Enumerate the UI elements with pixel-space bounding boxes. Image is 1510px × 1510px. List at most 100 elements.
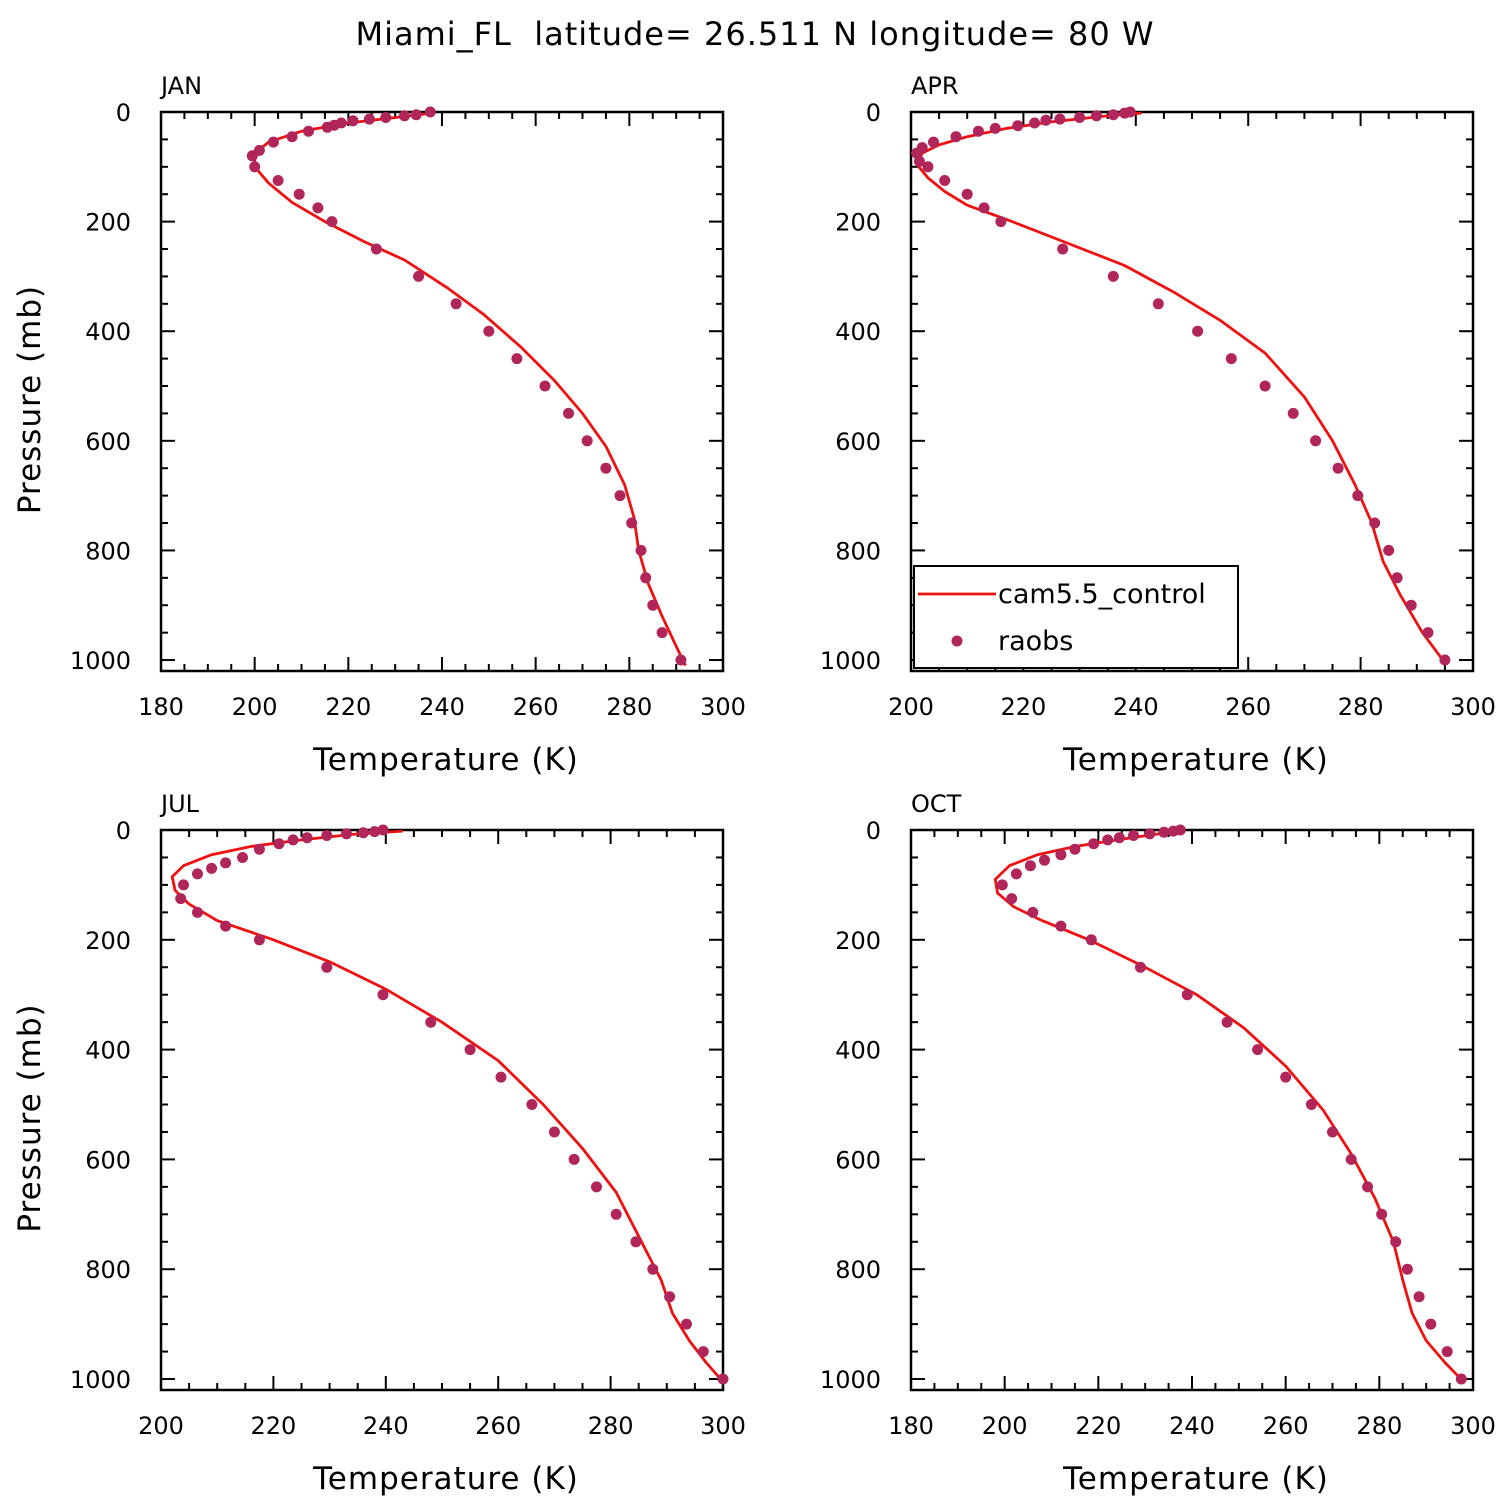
obs-point <box>995 216 1007 228</box>
obs-point <box>600 462 612 474</box>
obs-point <box>1352 490 1364 502</box>
obs-point <box>1091 110 1102 122</box>
obs-point <box>1422 627 1434 639</box>
plot-frame <box>909 828 1475 1392</box>
y-tick-label: 1000 <box>820 647 881 675</box>
x-tick-label: 200 <box>138 1412 184 1440</box>
obs-point <box>1181 989 1193 1001</box>
obs-point <box>399 110 410 122</box>
x-tick-label: 280 <box>1356 1412 1402 1440</box>
y-tick-label: 0 <box>116 99 131 127</box>
obs-point <box>321 830 333 841</box>
obs-point <box>380 112 392 123</box>
x-tick-label: 240 <box>1169 1412 1215 1440</box>
obs-point <box>301 832 313 844</box>
y-tick-label: 0 <box>866 99 881 127</box>
obs-point <box>1405 599 1417 611</box>
obs-point <box>192 906 203 918</box>
legend-marker-swatch <box>951 635 963 647</box>
x-tick-label: 300 <box>700 1412 746 1440</box>
x-axis-title: Temperature (K) <box>312 1461 579 1497</box>
obs-point <box>1012 120 1024 132</box>
y-tick-label: 200 <box>85 927 131 955</box>
x-tick-label: 260 <box>1225 693 1271 721</box>
x-tick-label: 200 <box>982 1412 1028 1440</box>
obs-point <box>1069 843 1081 855</box>
obs-point <box>610 1208 622 1220</box>
y-tick-label: 400 <box>835 1037 881 1065</box>
obs-point <box>249 161 261 173</box>
legend-label-obs: raobs <box>998 626 1073 657</box>
obs-point <box>246 150 258 162</box>
obs-point <box>287 834 299 846</box>
y-tick-label: 0 <box>866 817 881 845</box>
obs-point <box>450 298 462 310</box>
chart-title: Miami_FL latitude= 26.511 N longitude= 8… <box>355 15 1154 53</box>
obs-point <box>312 202 324 214</box>
obs-point <box>1345 1153 1357 1165</box>
obs-point <box>1055 849 1067 861</box>
y-tick-label: 800 <box>85 537 131 565</box>
obs-point <box>267 136 279 148</box>
obs-point <box>717 1373 729 1385</box>
y-tick-label: 0 <box>116 817 131 845</box>
y-tick-label: 200 <box>835 927 881 955</box>
plot-frame <box>159 110 725 673</box>
obs-point <box>1425 1318 1437 1330</box>
obs-point <box>640 572 652 584</box>
x-tick-label: 240 <box>419 693 465 721</box>
obs-point <box>253 934 265 946</box>
y-tick-label: 1000 <box>70 647 131 675</box>
obs-point <box>961 188 973 200</box>
obs-point <box>369 826 381 838</box>
obs-point <box>1055 920 1067 932</box>
obs-point <box>1327 1126 1338 1138</box>
x-tick-label: 280 <box>606 693 652 721</box>
y-axis-title: Pressure (mb) <box>12 285 48 514</box>
obs-point <box>1376 1208 1388 1220</box>
obs-point <box>178 879 189 891</box>
obs-point <box>1135 961 1146 973</box>
panel-label: APR <box>911 72 959 100</box>
obs-point <box>1383 544 1395 556</box>
obs-point <box>1088 838 1100 850</box>
x-tick-label: 260 <box>1263 1412 1309 1440</box>
y-tick-label: 600 <box>835 428 881 456</box>
y-axis-title: Pressure (mb) <box>12 1003 48 1232</box>
x-tick-label: 200 <box>888 693 934 721</box>
obs-point <box>425 1016 437 1028</box>
obs-point <box>1369 517 1381 529</box>
x-tick-label: 220 <box>250 1412 296 1440</box>
obs-point <box>286 131 298 143</box>
y-tick-label: 200 <box>85 209 131 237</box>
obs-point <box>272 175 284 186</box>
panels: JAN 180 200 220 240 260 280 300 0 200 400 600 800 100… <box>12 72 1496 1497</box>
obs-point <box>377 824 389 836</box>
obs-point <box>273 838 285 850</box>
obs-point <box>1119 107 1131 119</box>
obs-point <box>1057 243 1069 255</box>
obs-point <box>1192 325 1204 337</box>
obs-point <box>413 270 425 282</box>
y-tick-label: 200 <box>835 209 881 237</box>
obs-point <box>321 961 333 973</box>
obs-point <box>1107 109 1119 121</box>
obs-point <box>539 380 551 392</box>
obs-point <box>410 109 422 121</box>
obs-point <box>220 920 232 932</box>
obs-point <box>614 490 626 502</box>
obs-point <box>293 188 305 200</box>
obs-point <box>303 125 314 137</box>
obs-point <box>377 989 389 1001</box>
legend-box <box>913 565 1239 669</box>
obs-point <box>1362 1181 1374 1193</box>
panel-jan: JAN 180 200 220 240 260 280 300 0 200 400 600 800 100… <box>12 72 746 778</box>
y-tick-label: 400 <box>85 318 131 346</box>
panel-apr: APR 200 220 240 260 280 300 0 200 400 600 800 1000 Te… <box>820 72 1496 778</box>
obs-point <box>922 161 934 173</box>
obs-point <box>370 243 382 255</box>
panel-label: JUL <box>159 790 200 818</box>
obs-point <box>1391 572 1403 584</box>
